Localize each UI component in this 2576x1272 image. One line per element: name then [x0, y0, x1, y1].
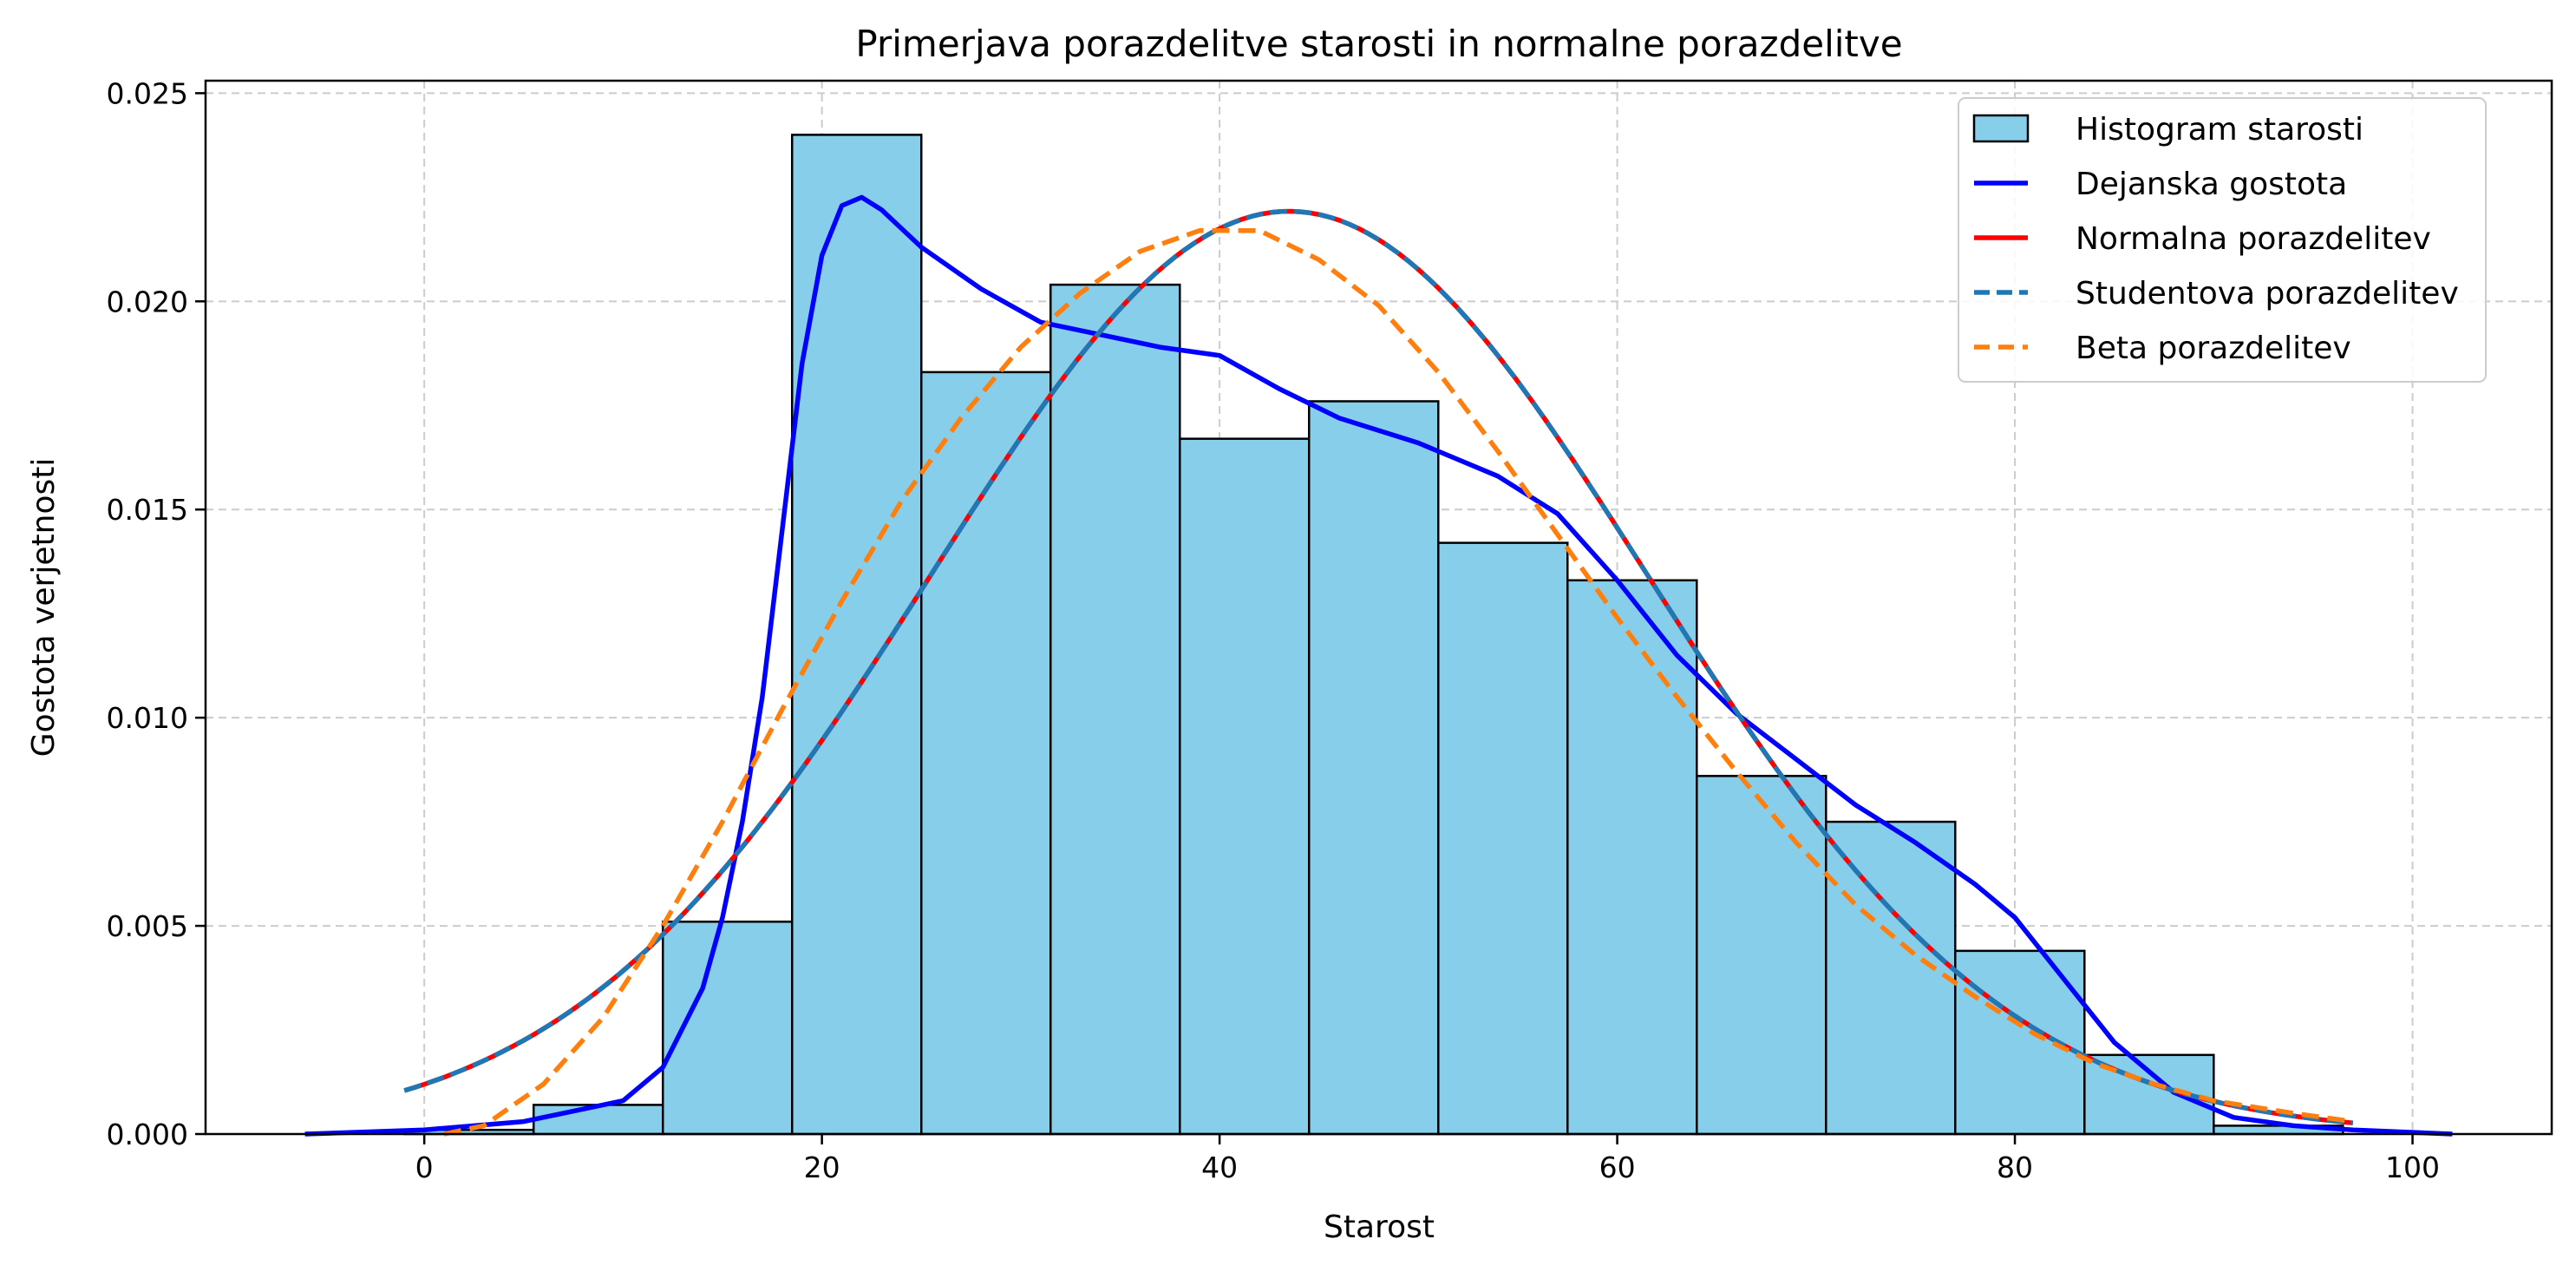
histogram-bar — [1049, 283, 1181, 1136]
x-axis-ticks: 0 20 40 60 80 100 — [415, 1134, 2440, 1184]
x-tick-label: 60 — [1599, 1151, 1636, 1184]
y-axis-label: Gostota verjetnosti — [26, 458, 62, 757]
legend-beta-label: Beta porazdelitev — [2076, 331, 2351, 366]
x-tick-label: 20 — [804, 1151, 840, 1184]
y-tick-label: 0.000 — [107, 1118, 188, 1151]
histogram-bar — [1308, 400, 1440, 1136]
chart-title: Primerjava porazdelitve starosti in norm… — [855, 23, 1902, 65]
legend: Histogram starosti Dejanska gostota Normal… — [1958, 97, 2487, 383]
legend-student-label: Studentova porazdelitev — [2076, 276, 2459, 311]
histogram-bars — [402, 134, 2344, 1136]
y-tick-label: 0.015 — [107, 493, 188, 527]
x-tick-label: 0 — [415, 1151, 434, 1184]
legend-kde-label: Dejanska gostota — [2076, 167, 2347, 202]
density-lines — [304, 194, 2453, 1137]
histogram-bar — [1566, 579, 1698, 1136]
x-tick-label: 100 — [2385, 1151, 2440, 1184]
plot-frame — [204, 79, 2553, 1136]
y-tick-label: 0.010 — [107, 701, 188, 735]
histogram-bar — [1825, 820, 1957, 1136]
legend-histogram-swatch — [1972, 114, 2030, 143]
x-tick-label: 40 — [1201, 1151, 1238, 1184]
y-tick-label: 0.025 — [107, 76, 188, 110]
y-tick-label: 0.005 — [107, 909, 188, 943]
beta-line — [443, 227, 2354, 1137]
y-tick-label: 0.020 — [107, 285, 188, 318]
y-axis-ticks: 0.000 0.005 0.010 0.015 0.020 0.025 — [107, 76, 206, 1151]
legend-histogram-label: Histogram starosti — [2076, 112, 2364, 148]
histogram-bar — [920, 370, 1052, 1136]
histogram-bar — [1437, 541, 1569, 1136]
histogram-bar — [1179, 437, 1311, 1136]
legend-normal-label: Normalna porazdelitev — [2076, 221, 2431, 257]
x-tick-label: 80 — [1997, 1151, 2033, 1184]
student-line — [403, 208, 2354, 1125]
histogram-bar — [1696, 775, 1827, 1136]
legend-box — [1958, 97, 2487, 383]
histogram-bar — [661, 921, 794, 1136]
x-axis-label: Starost — [1324, 1210, 1435, 1245]
histogram-bar — [791, 134, 923, 1136]
histogram-bar — [532, 1104, 664, 1136]
